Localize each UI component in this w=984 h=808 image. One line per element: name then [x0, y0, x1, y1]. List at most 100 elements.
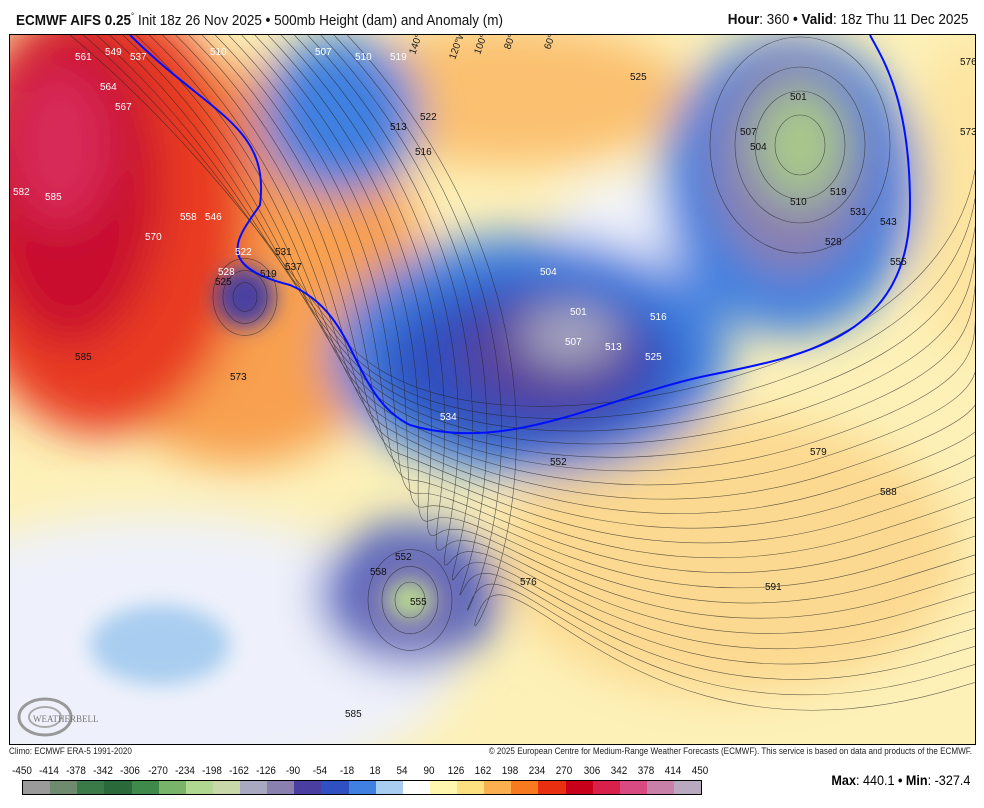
colorbar-tick: -54: [313, 765, 328, 777]
contour-line: [201, 35, 975, 544]
colorbar-tick: -198: [201, 765, 222, 777]
contour-label: 528: [825, 237, 842, 248]
contour-labels: 561 549 537 510 507 510 519 522 525 516 513 564 567 5…: [13, 47, 976, 720]
colorbar-tick: -306: [120, 765, 141, 777]
colorbar-bin: [674, 781, 702, 794]
contour-label: 513: [605, 342, 622, 353]
colorbar-tick: 450: [691, 765, 709, 777]
colorbar-tick: -90: [286, 765, 301, 777]
contour-label: 504: [750, 142, 767, 153]
colorbar-tick: -126: [256, 765, 276, 777]
colorbar-bin: [646, 781, 674, 794]
contour-label: 567: [115, 102, 132, 113]
forecast-map: 561 549 537 510 507 510 519 522 525 516 513 564 567 5…: [9, 34, 976, 745]
product-name: 500mb Height (dam) and Anomaly (m): [274, 12, 503, 29]
sep: •: [788, 11, 802, 28]
init-time: Init 18z 26 Nov 2025: [134, 12, 262, 29]
colorbar-bin: [267, 781, 295, 794]
contour-label: 528: [218, 267, 235, 278]
contour-line: [774, 114, 826, 176]
max-label: Max: [831, 772, 856, 788]
contour-label: 543: [880, 217, 897, 228]
contour-line: [96, 35, 975, 432]
contour-label: 585: [45, 192, 62, 203]
colorbar-bin: [77, 781, 105, 794]
contour-label: 501: [570, 307, 587, 318]
contour-label: 573: [230, 372, 247, 383]
contour-label: 570: [145, 232, 162, 243]
colorbar-bin: [375, 781, 403, 794]
colorbar-bin: [592, 781, 620, 794]
colorbar-tick: 54: [396, 765, 408, 777]
contour-line: [228, 35, 975, 574]
contour-line: [148, 35, 975, 486]
contour-label: 579: [810, 447, 827, 458]
contour-label: 507: [565, 337, 582, 348]
colorbar-bin: [131, 781, 159, 794]
contour-line: [367, 549, 453, 651]
contour-label: 522: [420, 112, 437, 123]
contour-label: 576: [960, 57, 976, 68]
contour-label: 576: [520, 577, 537, 588]
colorbar-bin: [240, 781, 268, 794]
contour-line: [294, 35, 975, 649]
contour-label: 525: [645, 352, 662, 363]
colorbar-tick: 342: [610, 765, 627, 777]
colorbar-tick: -378: [66, 765, 87, 777]
climo-note: Climo: ECMWF ERA-5 1991-2020: [9, 746, 132, 756]
contour-line: [280, 35, 975, 634]
contour-label: 585: [75, 352, 92, 363]
contour-label: 531: [275, 247, 292, 258]
colorbar-bin: [104, 781, 132, 794]
colorbar-bin: [23, 781, 51, 794]
contour-line: [175, 35, 975, 514]
min-value: : -327.4: [927, 772, 970, 788]
contour-label: 564: [100, 82, 117, 93]
colorbar-tick: 126: [447, 765, 465, 777]
colorbar-bin: [348, 781, 376, 794]
contour-label: 513: [390, 122, 407, 133]
colorbar-tick: -342: [93, 765, 114, 777]
contour-line: [214, 35, 975, 559]
contour-label: 510: [355, 52, 372, 63]
contour-label: 519: [830, 187, 847, 198]
contour-label: 516: [415, 147, 432, 158]
colorbar-tick: 234: [529, 765, 546, 777]
contour-label: 555: [890, 257, 907, 268]
contour-line: [754, 90, 846, 200]
colorbar-bin: [402, 781, 430, 794]
chart-title: ECMWF AIFS 0.25° Init 18z 26 Nov 2025 • …: [16, 11, 503, 29]
hour-label: Hour: [727, 11, 759, 28]
contour-label: 546: [205, 212, 222, 223]
contour-line: [109, 35, 975, 445]
height-contours: [69, 35, 975, 711]
copyright: © 2025 European Centre for Medium-Range …: [488, 746, 972, 756]
contour-line: [381, 566, 439, 634]
contour-line: [232, 282, 258, 312]
contour-label: 537: [130, 52, 147, 63]
contour-label: 534: [440, 412, 457, 423]
contour-line: [346, 35, 975, 711]
contour-label: 525: [215, 277, 232, 288]
colorbar-tick: 414: [664, 765, 682, 777]
contour-line: [307, 35, 975, 665]
contour-label: 582: [13, 187, 30, 198]
contour-label: 519: [390, 52, 407, 63]
colorbar-bin: [429, 781, 457, 794]
weatherbell-logo: WEATHERBELL: [17, 697, 99, 737]
colorbar-tick: -414: [39, 765, 60, 777]
contour-label: 558: [370, 567, 387, 578]
contour-line: [267, 35, 975, 619]
colorbar-bin: [294, 781, 322, 794]
hour-value: : 360: [758, 11, 789, 28]
contour-label: 504: [540, 267, 557, 278]
colorbar-bin: [511, 781, 539, 794]
contour-label: 552: [395, 552, 412, 563]
contour-label: 516: [650, 312, 667, 323]
contour-line: [83, 35, 975, 419]
contour-label: 537: [285, 262, 302, 273]
contour-line: [222, 270, 268, 324]
sep: •: [261, 12, 275, 29]
contour-label: 501: [790, 92, 807, 103]
contour-line: [394, 581, 426, 619]
